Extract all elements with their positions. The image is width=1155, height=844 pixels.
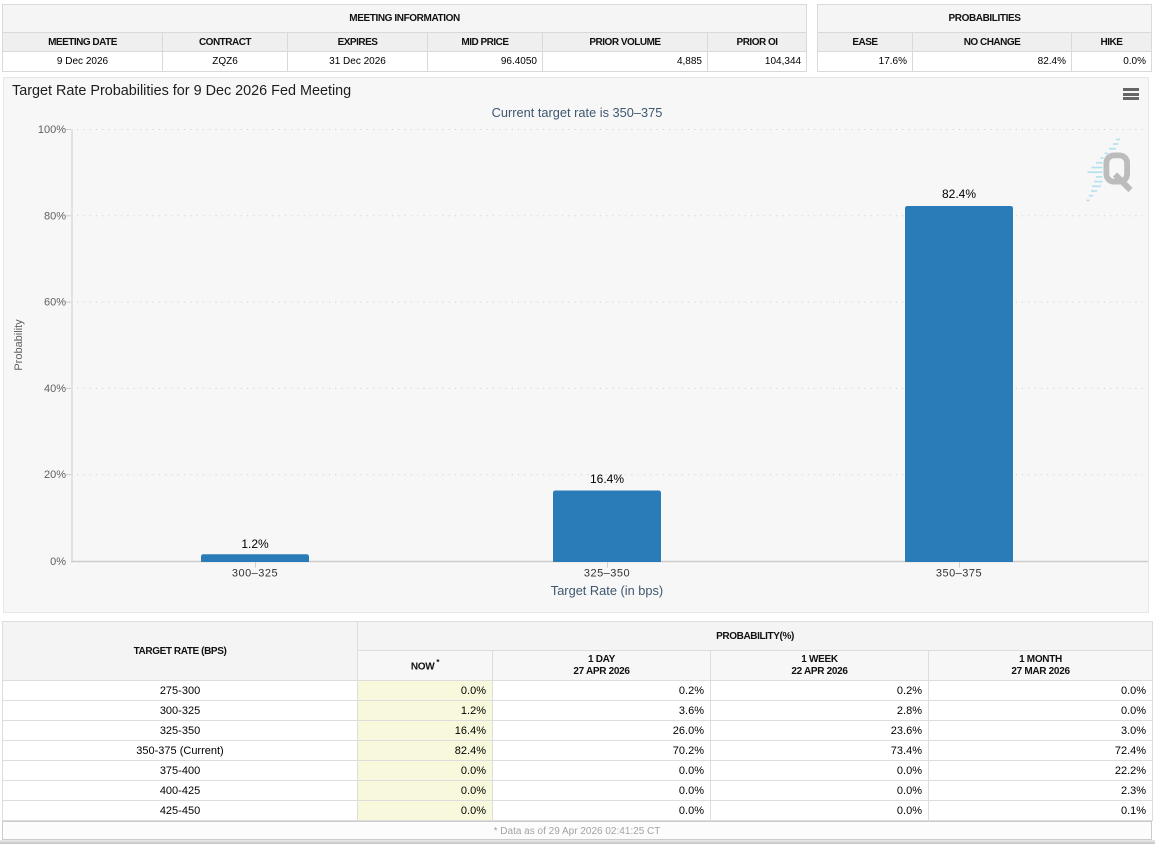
svg-text:300–325: 300–325 [232,568,278,580]
svg-text:16.4%: 16.4% [590,472,624,486]
svg-text:20%: 20% [44,469,66,481]
svg-text:0%: 0% [50,556,66,568]
svg-text:Target Rate (in bps): Target Rate (in bps) [551,583,663,598]
svg-text:325–350: 325–350 [584,568,630,580]
svg-text:80%: 80% [44,210,66,222]
svg-text:Probability: Probability [13,319,25,371]
svg-text:40%: 40% [44,383,66,395]
svg-text:82.4%: 82.4% [942,187,976,201]
svg-text:Current target rate is 350–375: Current target rate is 350–375 [492,105,663,120]
svg-text:100%: 100% [38,124,66,136]
svg-text:350–375: 350–375 [936,568,982,580]
svg-text:1.2%: 1.2% [241,537,269,551]
svg-text:60%: 60% [44,297,66,309]
